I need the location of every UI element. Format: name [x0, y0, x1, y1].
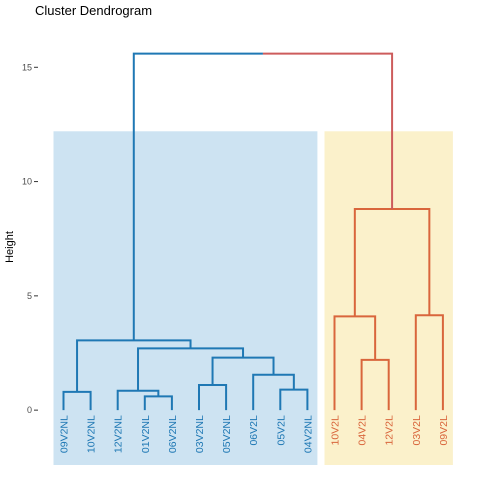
leaf-label: 06V2L: [248, 415, 260, 446]
leaf-label: 09V2L: [438, 415, 450, 446]
leaf-label: 10V2L: [330, 415, 342, 446]
dendrogram-link: [333, 315, 377, 411]
dendrogram-link-root-left: [132, 52, 263, 341]
leaf-label: 05V2L: [275, 415, 287, 446]
y-tick-label: 10: [22, 177, 32, 187]
leaf-label: 12V2L: [384, 415, 396, 446]
leaf-label: 04V2NL: [302, 415, 314, 453]
leaf-label: 04V2L: [357, 415, 369, 446]
dendrogram-link: [414, 314, 444, 411]
cluster-rect-cluster-2: [324, 131, 453, 466]
y-tick-label: 15: [22, 62, 32, 72]
leaf-label: 09V2NL: [59, 415, 71, 453]
dendrogram-link: [137, 347, 245, 391]
dendrogram-link: [76, 339, 192, 392]
leaf-label: 03V2L: [411, 415, 423, 446]
chart-title: Cluster Dendrogram: [35, 3, 152, 18]
dendrogram-link-root-right: [262, 52, 394, 209]
cluster-rectangles: [53, 131, 453, 466]
y-tick-label: 0: [27, 405, 32, 415]
leaf-labels: 09V2NL 10V2NL 12V2NL 01V2NL 06V2NL 03V2NL 05V2…: [59, 415, 450, 453]
leaf-label: 06V2NL: [167, 415, 179, 453]
leaf-label: 12V2NL: [113, 415, 125, 453]
dendrogram-link: [143, 395, 173, 411]
leaf-label: 03V2NL: [194, 415, 206, 453]
y-tick-label: 5: [27, 291, 32, 301]
leaf-label: 05V2NL: [221, 415, 233, 453]
leaf-label: 10V2NL: [86, 415, 98, 453]
leaf-label: 01V2NL: [140, 415, 152, 453]
dendrogram-links: [62, 52, 444, 411]
cluster-rect-cluster-1: [53, 131, 318, 466]
y-axis: 0 5 10 15: [22, 62, 38, 415]
y-axis-label: Height: [4, 231, 16, 263]
